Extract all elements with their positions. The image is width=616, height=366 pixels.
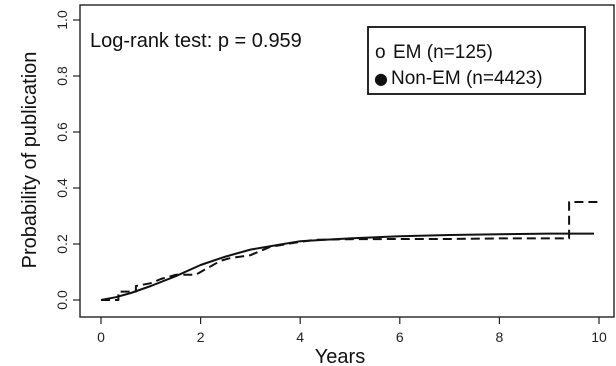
legend-marker-em: o	[375, 42, 386, 63]
y-axis-label: Probability of publication	[19, 52, 41, 269]
series-group	[100, 201, 599, 301]
x-tick-label: 0	[97, 329, 105, 345]
legend-box	[367, 26, 586, 95]
axes: 0 2 4 6 8 10 0.0 0.2 0.4 0.6 0.8 1.0	[54, 10, 607, 345]
x-tick-label: 4	[296, 329, 304, 345]
legend-label-em: EM (n=125)	[393, 42, 493, 63]
series-line-em	[101, 201, 599, 301]
y-tick-label: 0.0	[54, 290, 70, 310]
legend-label-nonem: Non-EM (n=4423)	[391, 68, 543, 89]
x-tick-label: 2	[197, 329, 205, 345]
y-tick-label: 1.0	[54, 10, 70, 30]
x-tick-label: 10	[591, 329, 607, 345]
y-tick-label: 0.4	[54, 178, 70, 198]
x-tick-label: 6	[396, 329, 404, 345]
x-axis-label: Years	[315, 346, 365, 366]
x-tick-label: 8	[496, 329, 504, 345]
annotation-logrank: Log-rank test: p = 0.959	[90, 30, 302, 52]
series-line-non-em	[100, 232, 594, 301]
legend: o EM (n=125) ● Non-EM (n=4423)	[367, 26, 586, 95]
plot-frame	[79, 4, 615, 318]
y-tick-label: 0.8	[54, 66, 70, 86]
legend-marker-nonem: ●	[374, 69, 388, 88]
y-tick-label: 0.6	[54, 122, 70, 142]
y-tick-label: 0.2	[54, 234, 70, 254]
